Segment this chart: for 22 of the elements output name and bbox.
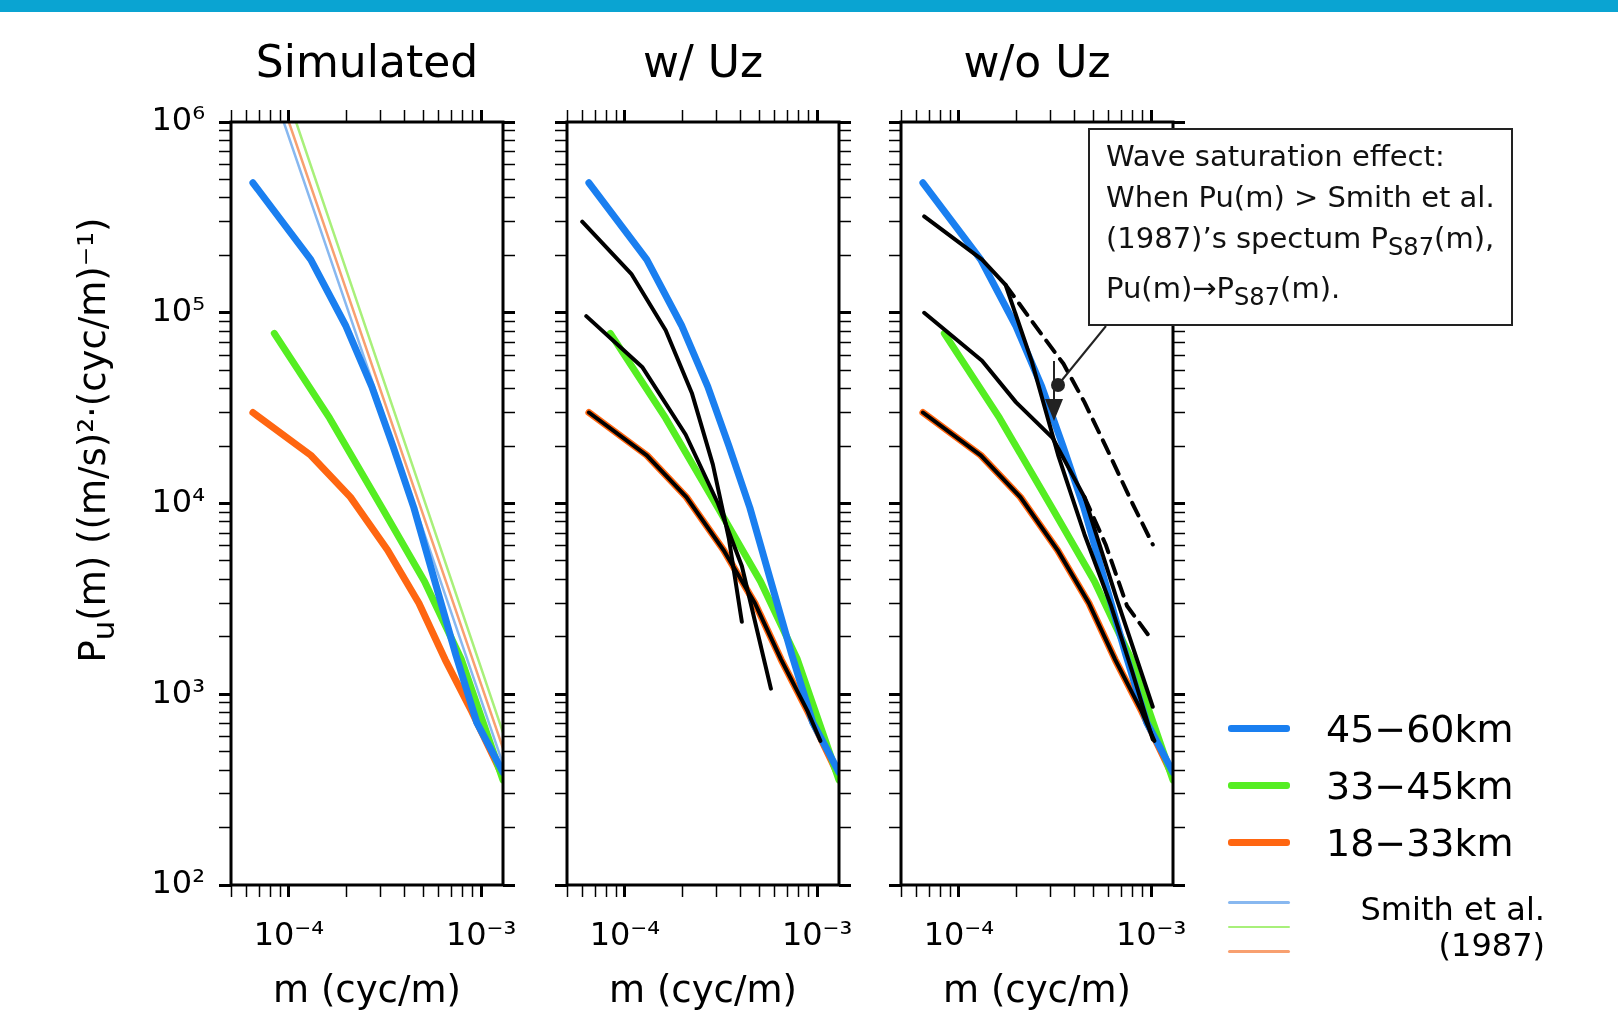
legend-label: Smith et al. (1987) bbox=[1359, 890, 1545, 964]
x-axis-title: m (cyc/m) bbox=[942, 968, 1132, 1011]
chart-title: w/ Uz bbox=[641, 36, 765, 87]
x-tick-label: 10⁻³ bbox=[1115, 914, 1187, 953]
chart-title: w/o Uz bbox=[962, 36, 1112, 87]
x-tick-label: 10⁻⁴ bbox=[923, 914, 995, 953]
legend-label: 18−33km bbox=[1326, 820, 1514, 865]
x-tick-label: 10⁻³ bbox=[445, 914, 517, 953]
x-tick-label: 10⁻⁴ bbox=[253, 914, 325, 953]
y-tick-label: 10⁶ bbox=[151, 100, 205, 139]
legend-label: 45−60km bbox=[1326, 706, 1514, 751]
y-tick-label: 10⁵ bbox=[151, 291, 205, 330]
text: Wave saturation effect: When Pu(m) > Smith et al. (1987)’s spectum P$_{S87}$(m), Pu(m)→P$_{S87}$(m). bbox=[1106, 139, 1495, 311]
y-tick-label: 10² bbox=[151, 863, 205, 902]
x-tick-label: 10⁻³ bbox=[781, 914, 853, 953]
x-axis-title: m (cyc/m) bbox=[272, 968, 462, 1011]
legend-label: 33−45km bbox=[1326, 763, 1514, 808]
y-tick-label: 10⁴ bbox=[151, 481, 205, 520]
x-tick-label: 10⁻⁴ bbox=[589, 914, 661, 953]
y-tick-label: 10³ bbox=[151, 672, 205, 711]
x-axis-title: m (cyc/m) bbox=[608, 968, 798, 1011]
chart-title: Simulated bbox=[254, 36, 480, 87]
